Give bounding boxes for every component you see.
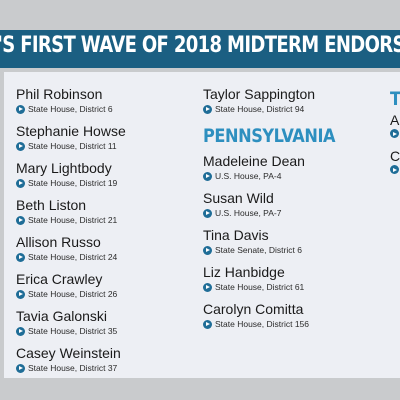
arrow-bullet-icon	[16, 104, 25, 114]
candidate-office	[390, 129, 400, 138]
endorsement-entry: A	[390, 112, 400, 148]
endorsement-entry: Susan Wild U.S. House, PA-7	[203, 190, 358, 227]
state-heading-partial: T	[390, 88, 400, 110]
candidate-name: Tavia Galonski	[16, 308, 108, 324]
column-3: T A C	[390, 86, 400, 184]
endorsement-entry: Phil Robinson State House, District 6	[16, 86, 126, 123]
endorsement-entry: Erica Crawley State House, District 26	[16, 271, 126, 308]
endorsement-entry: Stephanie Howse State House, District 11	[16, 123, 126, 160]
candidate-office: U.S. House, PA-4	[203, 170, 358, 182]
candidate-office: U.S. House, PA-7	[203, 207, 358, 219]
candidate-name: Casey Weinstein	[16, 345, 121, 361]
arrow-bullet-icon	[203, 208, 212, 218]
candidate-office: State Senate, District 6	[203, 244, 358, 256]
endorsement-entry: Tavia Galonski State House, District 35	[16, 308, 126, 345]
candidate-office: State House, District 156	[203, 318, 358, 330]
endorsement-entry: Taylor Sappington State House, District …	[203, 86, 358, 123]
candidate-name: Stephanie Howse	[16, 123, 126, 139]
endorsement-entry: Tina Davis State Senate, District 6	[203, 227, 358, 264]
endorsement-entry: Madeleine Dean U.S. House, PA-4	[203, 153, 358, 190]
candidate-office: State House, District 19	[16, 177, 126, 189]
arrow-bullet-icon	[390, 129, 399, 138]
candidate-office: State House, District 6	[16, 103, 126, 115]
candidate-office: State House, District 35	[16, 325, 126, 337]
title-banner: IA'S FIRST WAVE OF 2018 MIDTERM ENDORSEM…	[0, 30, 400, 68]
endorsement-entry: Allison Russo State House, District 24	[16, 234, 126, 271]
endorsement-entry: Carolyn Comitta State House, District 15…	[203, 301, 358, 338]
arrow-bullet-icon	[16, 252, 25, 262]
candidate-office: State House, District 24	[16, 251, 126, 263]
candidate-name: Tina Davis	[203, 227, 269, 243]
arrow-bullet-icon	[16, 141, 25, 151]
endorsement-entry: Liz Hanbidge State House, District 61	[203, 264, 358, 301]
column-1: Phil Robinson State House, District 6 St…	[16, 86, 126, 378]
arrow-bullet-icon	[16, 178, 25, 188]
candidate-office: State House, District 21	[16, 214, 126, 226]
banner-title: IA'S FIRST WAVE OF 2018 MIDTERM ENDORSEM…	[0, 33, 400, 58]
candidate-name: Phil Robinson	[16, 86, 103, 102]
column-2: Taylor Sappington State House, District …	[203, 86, 358, 338]
arrow-bullet-icon	[203, 171, 212, 181]
candidate-office	[390, 165, 400, 174]
candidate-name: Mary Lightbody	[16, 160, 112, 176]
endorsement-entry: Mary Lightbody State House, District 19	[16, 160, 126, 197]
candidate-office: State House, District 11	[16, 140, 126, 152]
arrow-bullet-icon	[16, 215, 25, 225]
arrow-bullet-icon	[16, 363, 25, 373]
candidate-name: Taylor Sappington	[203, 86, 316, 102]
arrow-bullet-icon	[16, 289, 25, 299]
candidate-name: Erica Crawley	[16, 271, 103, 287]
candidate-name: Beth Liston	[16, 197, 87, 213]
endorsement-entry: C	[390, 148, 400, 184]
candidate-office: State House, District 61	[203, 281, 358, 293]
state-heading-pennsylvania: PENNSYLVANIA	[203, 125, 336, 147]
endorsement-entry: Beth Liston State House, District 21	[16, 197, 126, 234]
candidate-name: Allison Russo	[16, 234, 101, 250]
candidate-name: Liz Hanbidge	[203, 264, 285, 280]
arrow-bullet-icon	[16, 326, 25, 336]
candidate-name: Susan Wild	[203, 190, 274, 206]
candidate-office: State House, District 94	[203, 103, 358, 115]
arrow-bullet-icon	[203, 245, 212, 255]
candidate-name: C	[390, 148, 400, 164]
arrow-bullet-icon	[203, 319, 212, 329]
endorsement-entry: Casey Weinstein State House, District 37	[16, 345, 126, 378]
candidate-office: State House, District 37	[16, 362, 126, 374]
arrow-bullet-icon	[203, 282, 212, 292]
arrow-bullet-icon	[203, 104, 212, 114]
candidate-office: State House, District 26	[16, 288, 126, 300]
endorsements-panel: Phil Robinson State House, District 6 St…	[4, 72, 400, 378]
candidate-name: Carolyn Comitta	[203, 301, 304, 317]
candidate-name: Madeleine Dean	[203, 153, 305, 169]
candidate-name: A	[390, 112, 400, 128]
arrow-bullet-icon	[390, 165, 399, 174]
